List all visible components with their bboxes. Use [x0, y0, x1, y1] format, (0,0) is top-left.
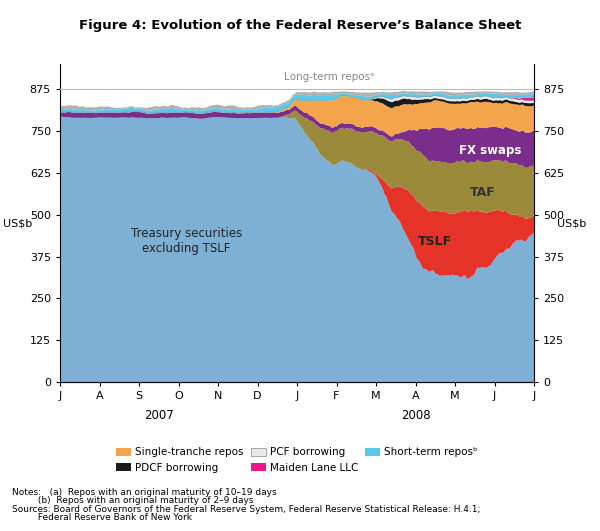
- Text: TAF: TAF: [470, 186, 496, 199]
- Text: US$b: US$b: [3, 218, 32, 228]
- Text: Treasury securities
excluding TSLF: Treasury securities excluding TSLF: [131, 227, 242, 255]
- Text: Federal Reserve Bank of New York: Federal Reserve Bank of New York: [12, 513, 192, 522]
- Legend: Single-tranche repos, PDCF borrowing, PCF borrowing, Maiden Lane LLC, Short-term: Single-tranche repos, PDCF borrowing, PC…: [112, 443, 482, 477]
- Text: 2008: 2008: [401, 409, 430, 422]
- Text: Figure 4: Evolution of the Federal Reserve’s Balance Sheet: Figure 4: Evolution of the Federal Reser…: [79, 19, 521, 31]
- Text: US$b: US$b: [557, 218, 587, 228]
- Text: Long-term reposᵃ: Long-term reposᵃ: [284, 72, 374, 82]
- Text: 2007: 2007: [144, 409, 173, 422]
- Text: Sources: Board of Governors of the Federal Reserve System, Federal Reserve Stati: Sources: Board of Governors of the Feder…: [12, 505, 481, 514]
- Text: (b)  Repos with an original maturity of 2–9 days: (b) Repos with an original maturity of 2…: [12, 496, 254, 505]
- Text: FX swaps: FX swaps: [460, 144, 522, 157]
- Text: Notes:   (a)  Repos with an original maturity of 10–19 days: Notes: (a) Repos with an original maturi…: [12, 488, 277, 497]
- Text: TSLF: TSLF: [418, 235, 452, 248]
